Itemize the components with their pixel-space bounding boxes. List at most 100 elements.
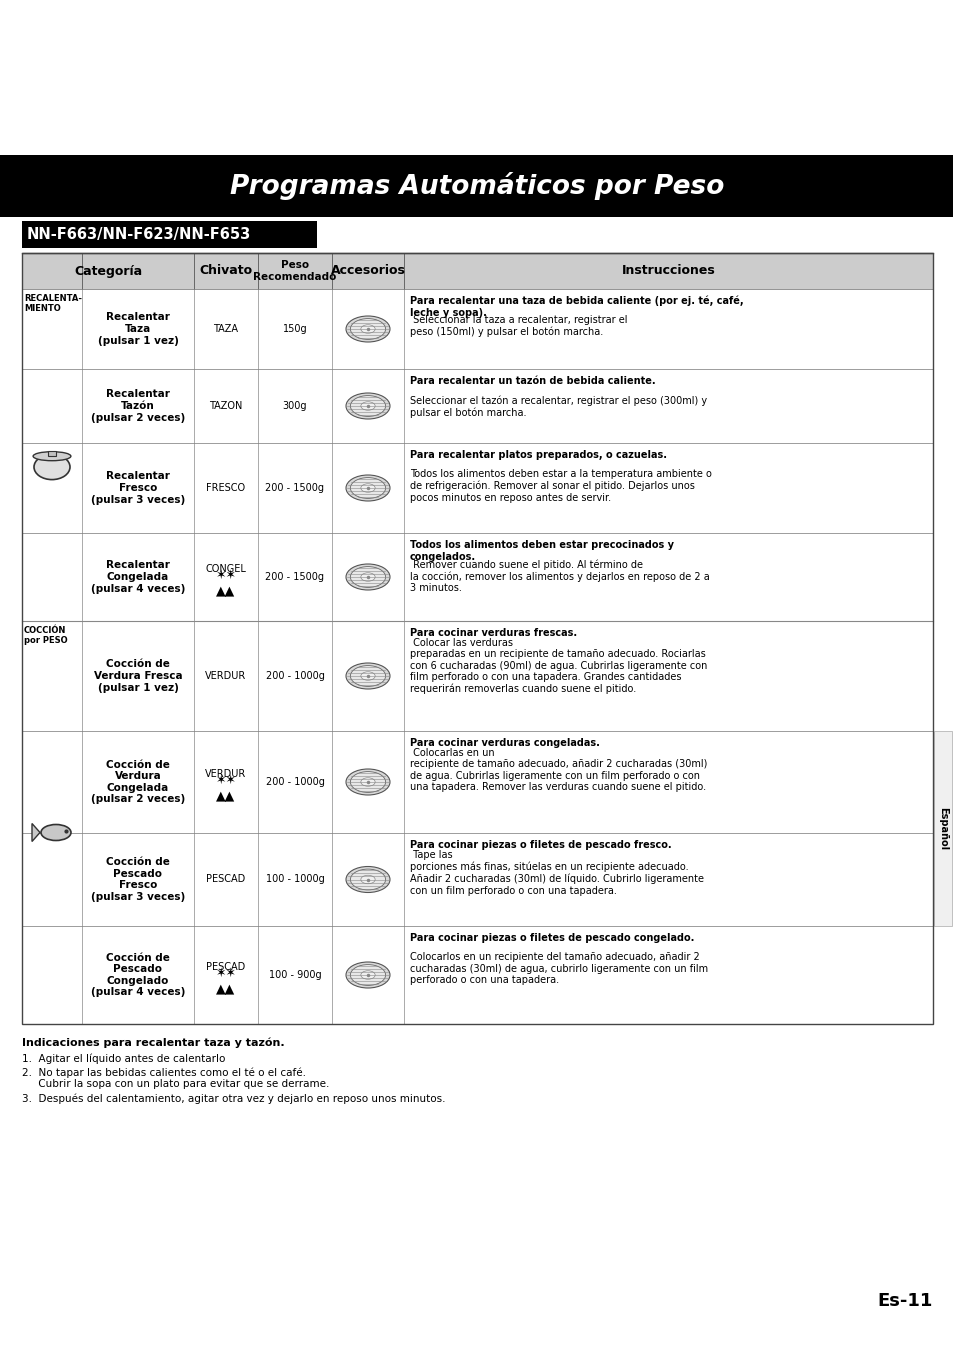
Text: Para cocinar piezas o filetes de pescado fresco.: Para cocinar piezas o filetes de pescado… [410,840,671,850]
Text: RECALENTA-
MIENTO: RECALENTA- MIENTO [24,295,82,313]
Text: Cubrir la sopa con un plato para evitar que se derrame.: Cubrir la sopa con un plato para evitar … [22,1079,329,1089]
Text: Recalentar
Congelada
(pulsar 4 veces): Recalentar Congelada (pulsar 4 veces) [91,561,185,593]
Text: Accesorios: Accesorios [331,265,405,277]
Text: Cocción de
Verdura
Congelada
(pulsar 2 veces): Cocción de Verdura Congelada (pulsar 2 v… [91,759,185,804]
Text: Colocarlas en un
recipiente de tamaño adecuado, añadir 2 cucharadas (30ml)
de ag: Colocarlas en un recipiente de tamaño ad… [410,747,706,792]
Ellipse shape [346,962,390,988]
Ellipse shape [360,671,375,680]
Bar [22,925,932,1024]
Text: Categoría: Categoría [74,265,142,277]
Bar [22,443,932,534]
Text: FRESCO: FRESCO [206,484,245,493]
Text: 300g: 300g [282,401,307,411]
Ellipse shape [350,771,385,793]
Ellipse shape [346,393,390,419]
Ellipse shape [350,478,385,499]
Ellipse shape [33,451,71,461]
Text: Remover cuando suene el pitido. Al término de
la cocción, remover los alimentos : Remover cuando suene el pitido. Al térmi… [410,559,709,593]
Text: Recalentar
Taza
(pulsar 1 vez): Recalentar Taza (pulsar 1 vez) [97,312,178,346]
Bar [22,289,932,369]
Ellipse shape [350,396,385,416]
Text: Chivato: Chivato [199,265,253,277]
Text: 200 - 1000g: 200 - 1000g [265,671,324,681]
Text: Español: Español [937,807,947,850]
Ellipse shape [360,778,375,786]
Text: Para recalentar una taza de bebida caliente (por ej. té, café,
leche y sopa).: Para recalentar una taza de bebida calie… [410,296,742,317]
Ellipse shape [346,476,390,501]
Text: 1.  Agitar el líquido antes de calentarlo: 1. Agitar el líquido antes de calentarlo [22,1054,225,1065]
Ellipse shape [360,484,375,492]
Text: 100 - 1000g: 100 - 1000g [265,874,324,885]
Ellipse shape [350,566,385,588]
Text: 150g: 150g [282,324,307,334]
Bar [22,621,932,731]
Ellipse shape [346,769,390,794]
Text: Instrucciones: Instrucciones [621,265,715,277]
Ellipse shape [346,563,390,590]
Text: Para cocinar piezas o filetes de pescado congelado.: Para cocinar piezas o filetes de pescado… [410,934,694,943]
Text: 200 - 1500g: 200 - 1500g [265,571,324,582]
Bar [0,155,953,218]
Text: TAZA: TAZA [213,324,238,334]
Text: Cocción de
Pescado
Congelado
(pulsar 4 veces): Cocción de Pescado Congelado (pulsar 4 v… [91,952,185,997]
Text: COCCIÓN
por PESO: COCCIÓN por PESO [24,626,68,646]
Ellipse shape [360,573,375,581]
Bar [22,253,932,1024]
Text: ✶✶
▲▲: ✶✶ ▲▲ [215,569,236,597]
Text: Cocción de
Pescado
Fresco
(pulsar 3 veces): Cocción de Pescado Fresco (pulsar 3 vece… [91,857,185,902]
Text: Recalentar
Fresco
(pulsar 3 veces): Recalentar Fresco (pulsar 3 veces) [91,471,185,505]
Text: VERDUR: VERDUR [205,769,247,780]
Text: PESCAD: PESCAD [206,874,245,885]
Text: Todos los alimentos deben estar precocinados y
congelados.: Todos los alimentos deben estar precocin… [410,540,673,562]
Polygon shape [32,824,40,842]
Text: Peso: Peso [280,259,309,270]
Text: Todos los alimentos deben estar a la temperatura ambiente o
de refrigeración. Re: Todos los alimentos deben estar a la tem… [410,469,711,503]
Text: Para cocinar verduras congeladas.: Para cocinar verduras congeladas. [410,738,599,748]
Ellipse shape [350,869,385,890]
Text: 100 - 900g: 100 - 900g [269,970,321,979]
Text: ✶✶
▲▲: ✶✶ ▲▲ [215,967,236,994]
Text: PESCAD: PESCAD [206,962,245,971]
Ellipse shape [360,875,375,884]
Ellipse shape [350,319,385,339]
Text: Es-11: Es-11 [877,1292,932,1310]
Text: ✶✶
▲▲: ✶✶ ▲▲ [215,774,236,802]
Bar [22,834,932,925]
Text: Cocción de
Verdura Fresca
(pulsar 1 vez): Cocción de Verdura Fresca (pulsar 1 vez) [93,659,182,693]
Text: CONGEL: CONGEL [205,563,246,574]
Ellipse shape [34,454,70,480]
Text: Seleccionar la taza a recalentar, registrar el
peso (150ml) y pulsar el botón ma: Seleccionar la taza a recalentar, regist… [410,315,627,338]
Ellipse shape [350,666,385,686]
Text: Para recalentar platos preparados, o cazuelas.: Para recalentar platos preparados, o caz… [410,450,666,459]
Bar [22,534,932,621]
Bar [48,451,56,455]
Text: Indicaciones para recalentar taza y tazón.: Indicaciones para recalentar taza y tazó… [22,1038,284,1048]
Ellipse shape [346,316,390,342]
Text: NN-F663/NN-F623/NN-F653: NN-F663/NN-F623/NN-F653 [27,227,251,242]
Text: 2.  No tapar las bebidas calientes como el té o el café.: 2. No tapar las bebidas calientes como e… [22,1067,306,1078]
Ellipse shape [360,401,375,411]
Bar [22,253,932,289]
Ellipse shape [350,965,385,985]
Ellipse shape [360,971,375,979]
Ellipse shape [346,663,390,689]
Ellipse shape [41,824,71,840]
Text: 200 - 1000g: 200 - 1000g [265,777,324,788]
Text: 3.  Después del calentamiento, agitar otra vez y dejarlo en reposo unos minutos.: 3. Después del calentamiento, agitar otr… [22,1093,445,1104]
Bar [22,222,316,249]
Text: Recomendado: Recomendado [253,272,336,282]
Text: Recalentar
Tazón
(pulsar 2 veces): Recalentar Tazón (pulsar 2 veces) [91,389,185,423]
Text: Tape las
porciones más finas, sitúelas en un recipiente adecuado.
Añadir 2 cucha: Tape las porciones más finas, sitúelas e… [410,850,703,896]
Text: Para cocinar verduras frescas.: Para cocinar verduras frescas. [410,628,577,638]
Bar [22,369,932,443]
Text: Para recalentar un tazón de bebida caliente.: Para recalentar un tazón de bebida calie… [410,376,655,386]
Text: 200 - 1500g: 200 - 1500g [265,484,324,493]
Bar [933,731,951,925]
Text: Seleccionar el tazón a recalentar, registrar el peso (300ml) y
pulsar el botón m: Seleccionar el tazón a recalentar, regis… [410,394,706,417]
Ellipse shape [346,866,390,893]
Ellipse shape [360,324,375,334]
Bar [22,731,932,834]
Text: TAZON: TAZON [209,401,242,411]
Text: VERDUR: VERDUR [205,671,247,681]
Text: Programas Automáticos por Peso: Programas Automáticos por Peso [230,172,723,200]
